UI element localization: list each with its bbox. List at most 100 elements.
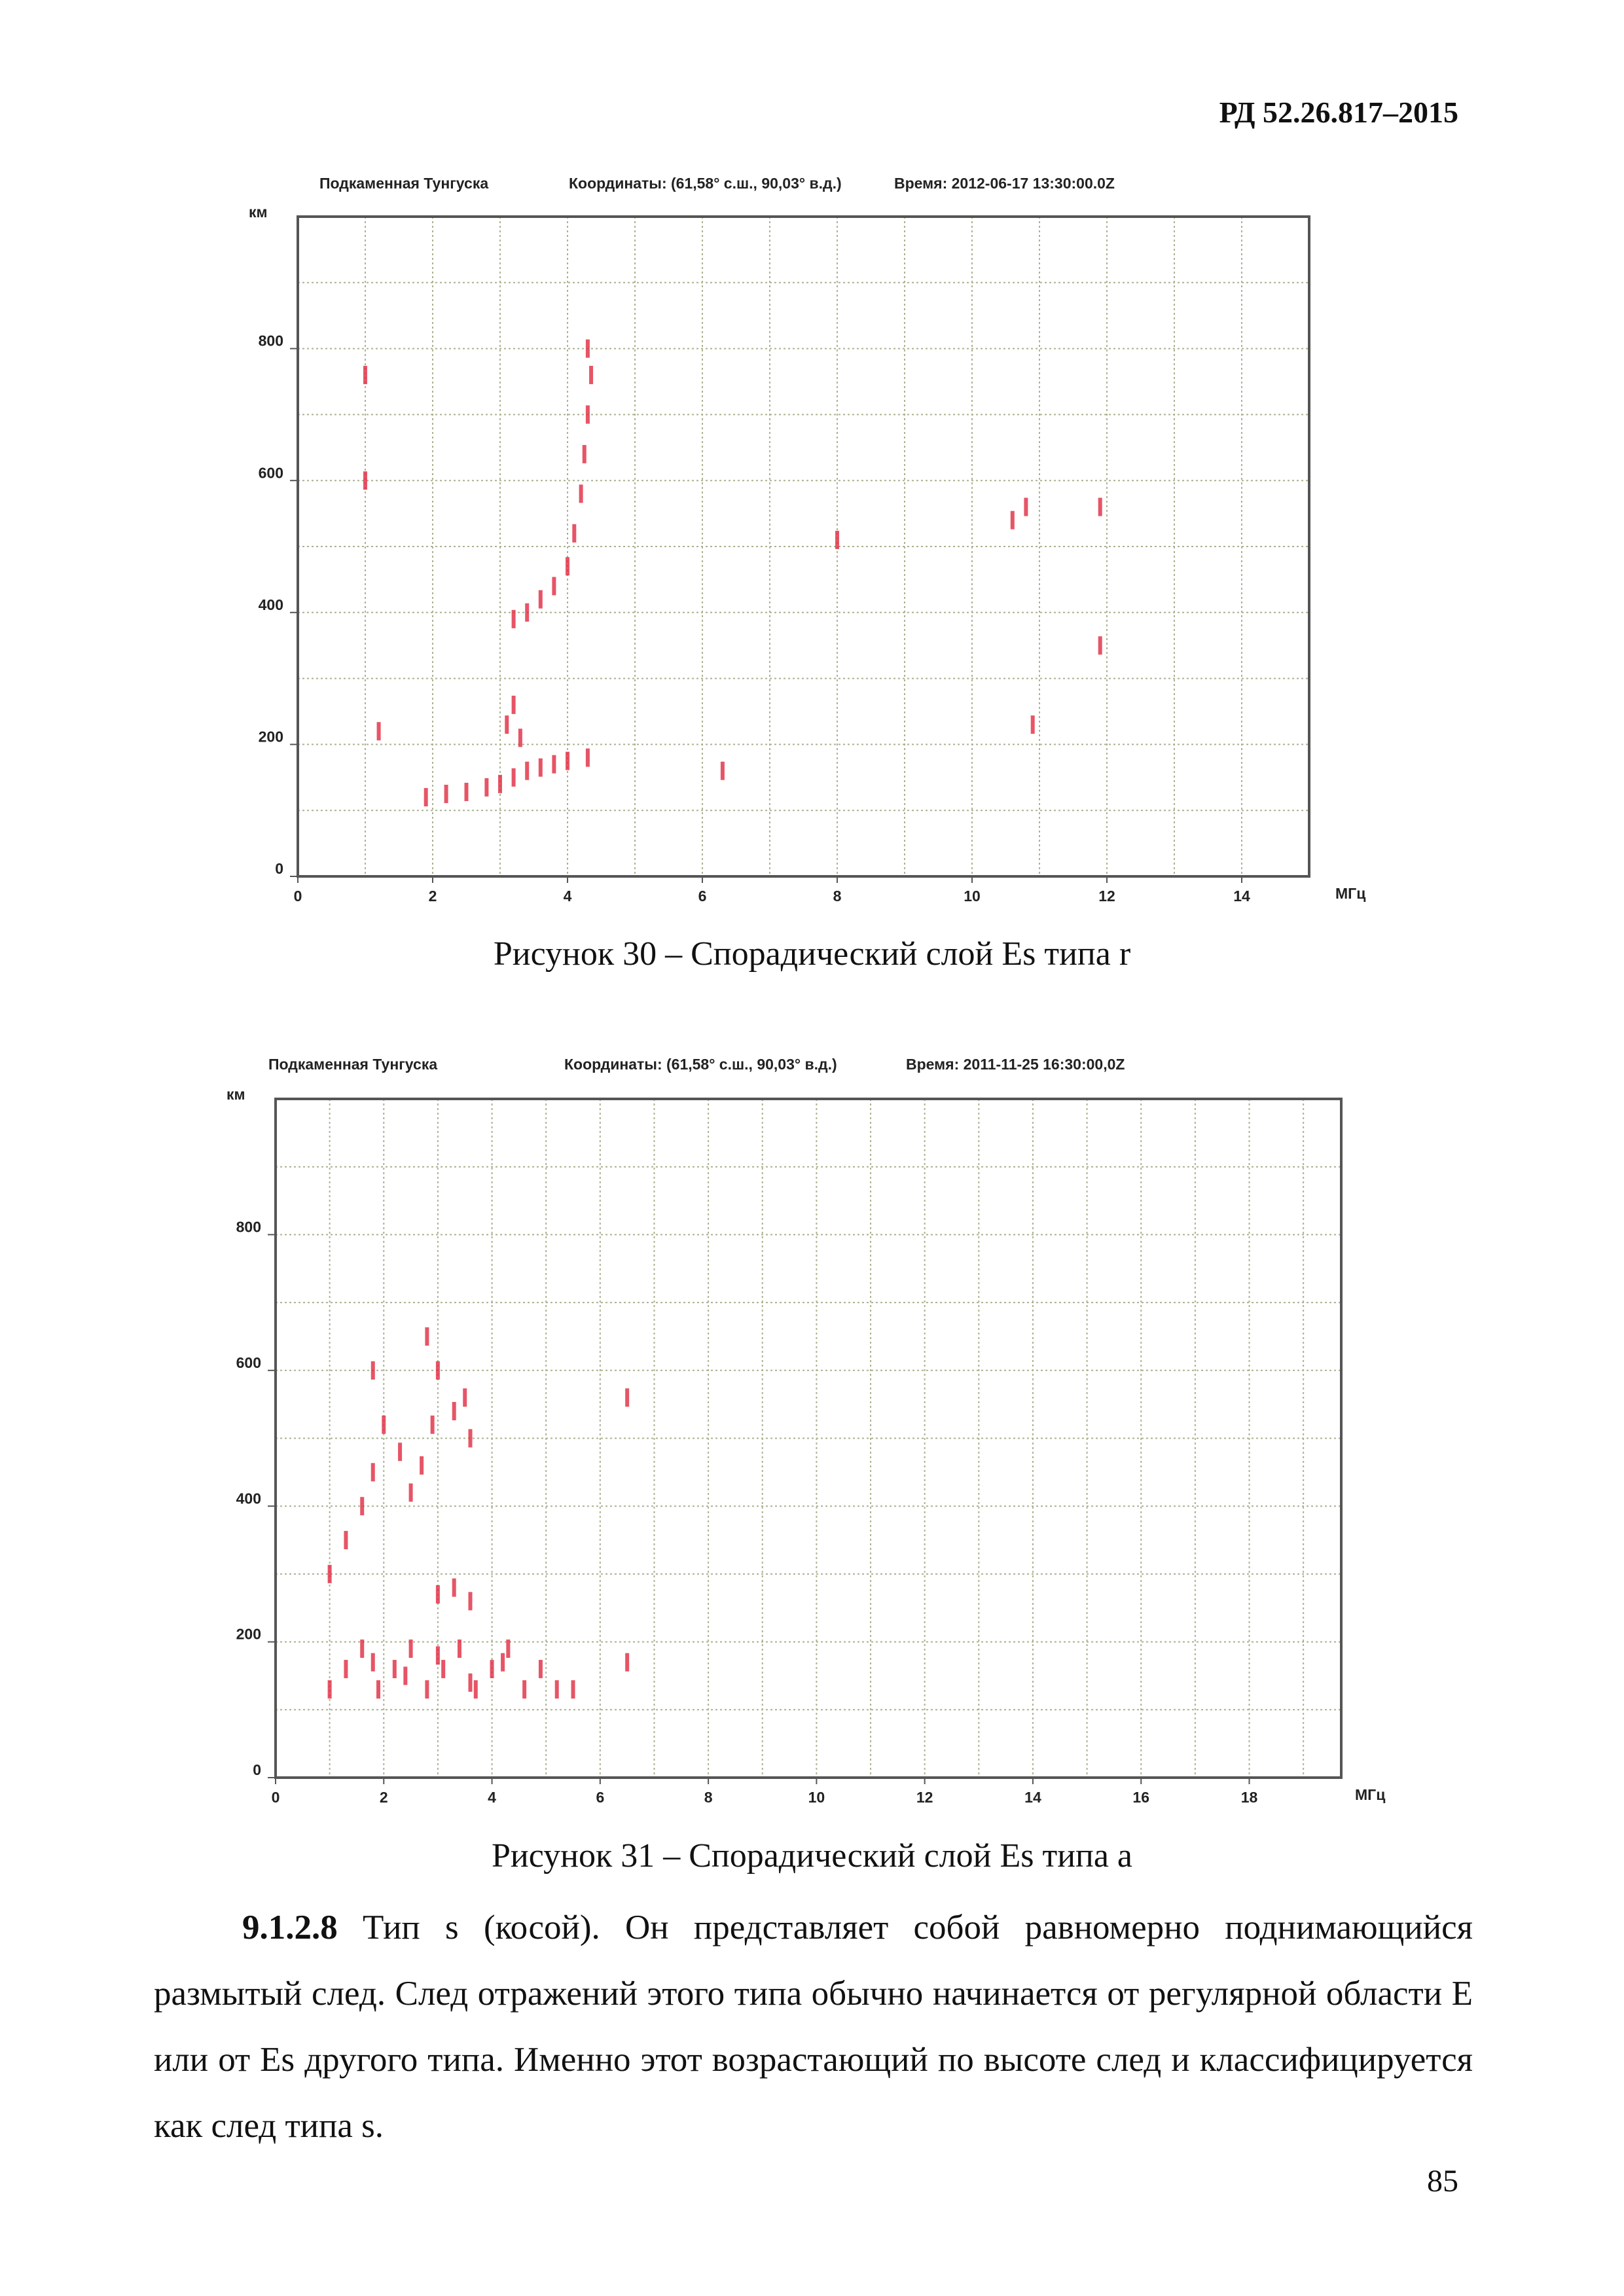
trace-point <box>484 778 489 797</box>
trace-point <box>370 1653 375 1672</box>
trace-point <box>327 1680 332 1699</box>
trace-point <box>360 1497 365 1516</box>
trace-point <box>522 1680 527 1699</box>
chart-title-coordinates: Координаты: (61,58° с.ш., 90,03° в.д.) <box>564 1056 837 1073</box>
x-tick-label: 0 <box>294 888 302 905</box>
y-tick-label: 600 <box>259 464 283 481</box>
figure-caption: Рисунок 31 – Спорадический слой Es типа … <box>491 1837 1133 1874</box>
x-axis-label: МГц <box>1335 885 1365 902</box>
trace-point <box>392 1660 397 1679</box>
x-axis-label: МГц <box>1355 1786 1385 1803</box>
trace-point <box>835 530 839 549</box>
trace-point <box>376 722 381 741</box>
paragraph: 9.1.2.8 Тип s (косой). Он представляет с… <box>154 1895 1473 2159</box>
trace-point <box>425 1327 429 1346</box>
trace-point <box>1030 715 1035 734</box>
trace-point <box>585 748 590 767</box>
trace-point <box>344 1531 348 1550</box>
x-tick-label: 14 <box>1024 1789 1041 1806</box>
trace-point <box>518 728 522 747</box>
trace-point <box>572 524 577 543</box>
trace-point <box>403 1666 408 1685</box>
trace-point <box>511 695 516 714</box>
trace-point <box>505 715 509 734</box>
header-code: РД 52.26.817–2015 <box>1219 96 1458 129</box>
trace-point <box>554 1680 559 1699</box>
trace-point <box>1010 511 1015 529</box>
trace-point <box>424 788 428 807</box>
x-tick-label: 8 <box>833 888 842 905</box>
trace-point <box>538 758 543 777</box>
trace-point <box>468 1673 473 1692</box>
trace-point <box>582 444 586 463</box>
trace-point <box>430 1415 435 1434</box>
trace-point <box>360 1639 365 1658</box>
x-tick-label: 6 <box>596 1789 604 1806</box>
x-tick-label: 4 <box>564 888 572 905</box>
trace-point <box>444 785 448 803</box>
plot-frame <box>297 215 1310 878</box>
x-tick-label: 0 <box>272 1789 280 1806</box>
trace-point <box>525 603 530 622</box>
trace-point <box>498 774 502 793</box>
trace-point <box>435 1585 440 1604</box>
chart-title-station: Подкаменная Тунгуска <box>268 1056 437 1073</box>
trace-point <box>1098 636 1102 655</box>
x-tick-label: 10 <box>808 1789 825 1806</box>
trace-point <box>457 1639 461 1658</box>
x-tick-label: 8 <box>704 1789 713 1806</box>
figure-caption: Рисунок 30 – Спорадический слой Es типа … <box>493 935 1131 973</box>
trace-point <box>506 1639 511 1658</box>
x-tick-label: 18 <box>1241 1789 1258 1806</box>
x-tick-label: 6 <box>698 888 707 905</box>
x-tick-label: 2 <box>380 1789 388 1806</box>
chart-title-coordinates: Координаты: (61,58° с.ш., 90,03° в.д.) <box>569 175 842 192</box>
page-number: 85 <box>1427 2164 1458 2198</box>
x-tick-label: 12 <box>916 1789 933 1806</box>
section-number: 9.1.2.8 <box>242 1909 338 1946</box>
chart-title-station: Подкаменная Тунгуска <box>319 175 488 192</box>
trace-point <box>370 1463 375 1482</box>
trace-point <box>452 1578 456 1597</box>
trace-point <box>344 1660 348 1679</box>
trace-point <box>435 1361 440 1380</box>
chart-title-time: Время: 2012-06-17 13:30:00.0Z <box>894 175 1115 192</box>
y-tick-label: 200 <box>236 1626 261 1643</box>
trace-point <box>425 1680 429 1699</box>
trace-point <box>408 1483 413 1502</box>
trace-point <box>1024 497 1028 516</box>
trace-point <box>376 1680 381 1699</box>
y-tick-label: 400 <box>259 596 283 613</box>
trace-point <box>370 1361 375 1380</box>
trace-point <box>720 761 725 780</box>
y-tick-label: 0 <box>253 1761 261 1778</box>
trace-point <box>452 1402 456 1421</box>
trace-point <box>1098 497 1102 516</box>
trace-point <box>585 339 590 358</box>
x-tick-label: 2 <box>429 888 437 905</box>
trace-point <box>511 768 516 787</box>
trace-point <box>579 484 583 503</box>
trace-point <box>420 1456 424 1475</box>
trace-point <box>463 1388 467 1407</box>
trace-point <box>511 609 516 628</box>
trace-point <box>585 405 590 424</box>
trace-point <box>327 1564 332 1583</box>
trace-point <box>435 1646 440 1665</box>
trace-point <box>473 1680 478 1699</box>
trace-point <box>398 1443 403 1462</box>
trace-point <box>625 1653 630 1672</box>
y-tick-label: 0 <box>275 860 283 877</box>
y-axis-label: км <box>249 204 268 221</box>
trace-point <box>552 755 556 774</box>
trace-point <box>571 1680 575 1699</box>
trace-point <box>589 365 594 384</box>
x-tick-label: 4 <box>488 1789 496 1806</box>
trace-point <box>441 1660 446 1679</box>
trace-point <box>625 1388 630 1407</box>
chart-title-time: Время: 2011-11-25 16:30:00,0Z <box>906 1056 1125 1073</box>
trace-point <box>468 1592 473 1611</box>
paragraph-text: Тип s (косой). Он представляет собой рав… <box>154 1909 1473 2145</box>
